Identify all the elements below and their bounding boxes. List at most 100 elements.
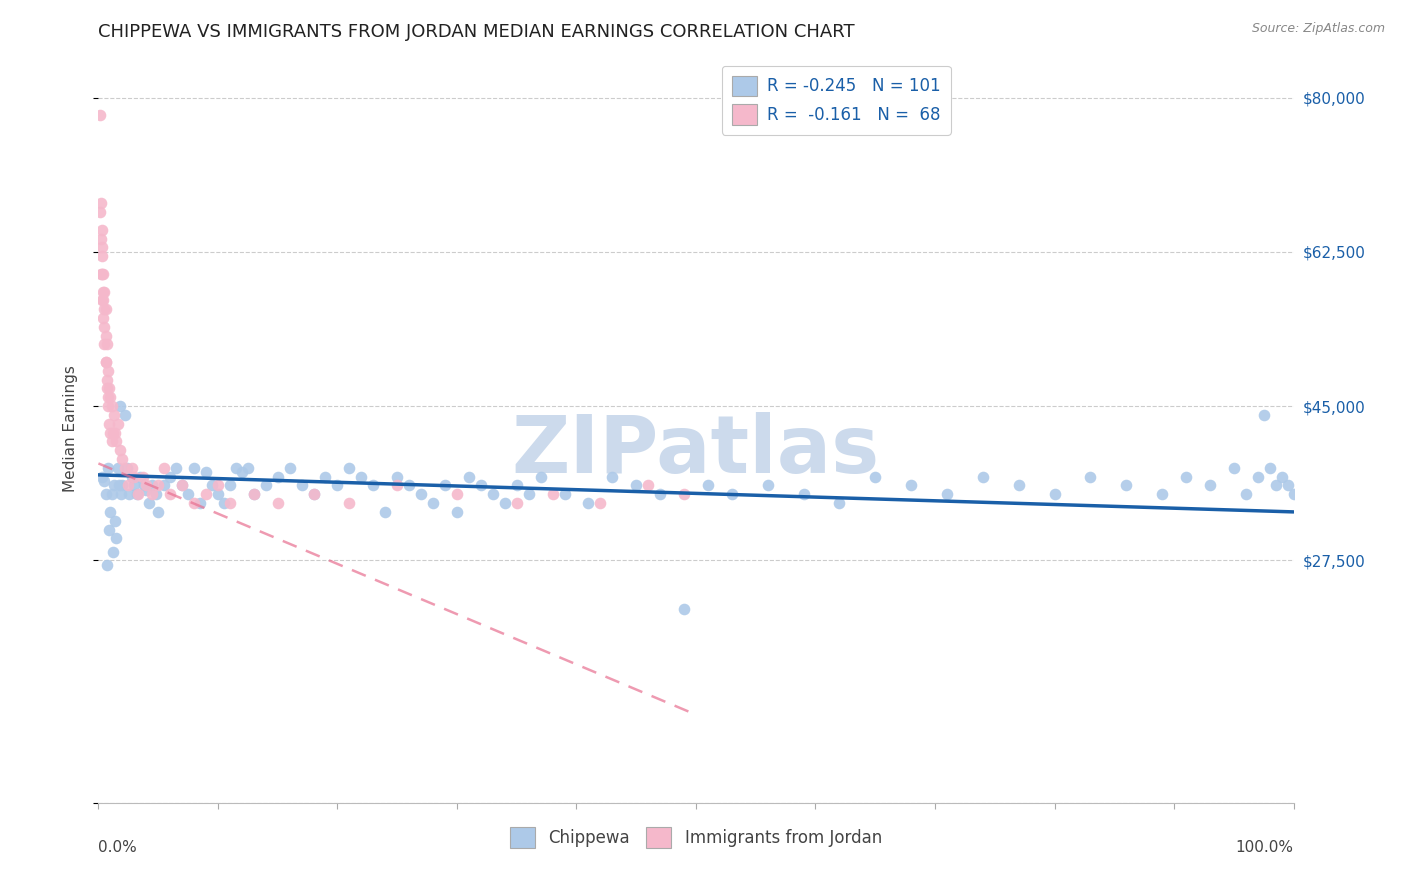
Point	[350, 469, 373, 483]
Point	[267, 496, 290, 510]
Point	[124, 469, 146, 483]
Point	[94, 302, 117, 317]
Point	[97, 364, 120, 378]
Point	[673, 602, 696, 616]
Point	[107, 417, 129, 431]
Point	[107, 478, 129, 492]
Point	[114, 408, 136, 422]
Point	[115, 460, 138, 475]
Point	[98, 505, 122, 519]
Point	[339, 460, 361, 475]
Point	[121, 460, 143, 475]
Point	[135, 478, 157, 492]
Point	[1277, 478, 1299, 492]
Point	[148, 505, 170, 519]
Point	[530, 469, 553, 483]
Point	[93, 302, 115, 317]
Point	[108, 443, 131, 458]
Point	[93, 337, 115, 351]
Point	[219, 478, 242, 492]
Point	[108, 399, 131, 413]
Point	[93, 285, 115, 299]
Point	[541, 487, 564, 501]
Point	[105, 434, 128, 449]
Point	[91, 293, 114, 308]
Point	[172, 478, 194, 492]
Point	[96, 337, 118, 351]
Point	[195, 465, 218, 479]
Point	[183, 496, 205, 510]
Point	[94, 487, 117, 501]
Point	[148, 478, 170, 492]
Point	[90, 232, 112, 246]
Point	[1271, 469, 1294, 483]
Point	[89, 205, 111, 219]
Point	[1199, 478, 1222, 492]
Point	[117, 478, 139, 492]
Point	[315, 469, 337, 483]
Point	[124, 478, 146, 492]
Point	[637, 478, 659, 492]
Point	[165, 460, 187, 475]
Point	[458, 469, 481, 483]
Point	[94, 355, 117, 369]
Point	[1253, 408, 1275, 422]
Point	[828, 496, 851, 510]
Point	[267, 469, 290, 483]
Point	[93, 474, 115, 488]
Point	[517, 487, 540, 501]
Point	[121, 469, 143, 483]
Point	[91, 249, 114, 263]
Point	[1152, 487, 1174, 501]
Point	[446, 487, 468, 501]
Point	[183, 460, 205, 475]
Point	[225, 460, 247, 475]
Point	[90, 196, 112, 211]
Point	[385, 478, 409, 492]
Point	[1175, 469, 1198, 483]
Point	[105, 532, 128, 546]
Point	[103, 408, 125, 422]
Point	[673, 487, 696, 501]
Point	[153, 478, 176, 492]
Point	[1247, 469, 1270, 483]
Point	[131, 469, 153, 483]
Point	[578, 496, 600, 510]
Point	[1234, 487, 1257, 501]
Point	[302, 487, 325, 501]
Point	[91, 223, 114, 237]
Legend: Chippewa, Immigrants from Jordan: Chippewa, Immigrants from Jordan	[503, 821, 889, 855]
Point	[125, 487, 148, 501]
Point	[236, 460, 259, 475]
Point	[434, 478, 457, 492]
Point	[721, 487, 744, 501]
Point	[177, 487, 200, 501]
Point	[554, 487, 576, 501]
Point	[159, 469, 181, 483]
Point	[141, 478, 163, 492]
Point	[243, 487, 266, 501]
Point	[195, 487, 218, 501]
Point	[506, 478, 529, 492]
Point	[145, 487, 167, 501]
Point	[900, 478, 922, 492]
Point	[153, 460, 176, 475]
Point	[114, 460, 136, 475]
Point	[506, 496, 529, 510]
Point	[132, 478, 155, 492]
Point	[936, 487, 959, 501]
Point	[1115, 478, 1137, 492]
Point	[1080, 469, 1102, 483]
Point	[103, 478, 125, 492]
Point	[91, 240, 114, 254]
Point	[1282, 487, 1305, 501]
Point	[207, 478, 229, 492]
Point	[93, 319, 115, 334]
Point	[91, 285, 114, 299]
Point	[201, 478, 224, 492]
Point	[129, 469, 152, 483]
Point	[422, 496, 444, 510]
Point	[172, 478, 194, 492]
Point	[98, 417, 121, 431]
Text: CHIPPEWA VS IMMIGRANTS FROM JORDAN MEDIAN EARNINGS CORRELATION CHART: CHIPPEWA VS IMMIGRANTS FROM JORDAN MEDIA…	[98, 23, 855, 41]
